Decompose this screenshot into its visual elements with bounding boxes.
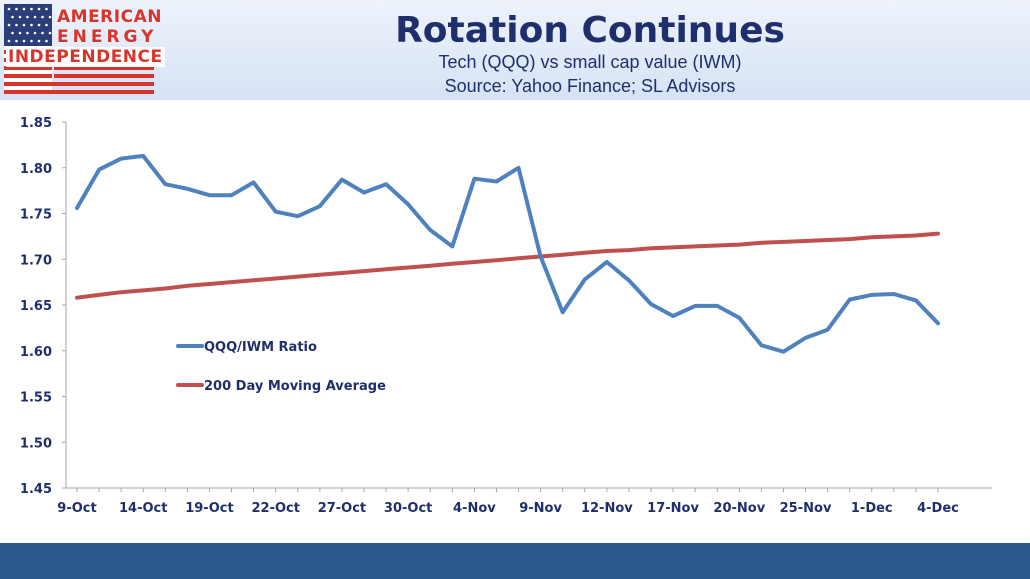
series-line-200-day-moving-average xyxy=(75,231,940,300)
series-line-qqq-iwm-ratio xyxy=(75,153,940,354)
x-tick-label: 12-Nov xyxy=(581,501,633,516)
x-tick-label: 14-Oct xyxy=(119,501,167,516)
x-tick-label: 19-Oct xyxy=(185,501,233,516)
x-axis-ticks: 9-Oct 14-Oct 19-Oct 22-Oct 27-Oct 30-Oct 4-Nov… xyxy=(57,488,959,516)
logo-line-independence: INDEPENDENCE xyxy=(6,47,165,67)
chart-series xyxy=(75,153,940,354)
logo: AMERICAN ENERGY INDEPENDENCE xyxy=(4,4,165,96)
chart-legend: QQQ/IWM Ratio 200 Day Moving Average xyxy=(176,340,386,394)
x-tick-label: 25-Nov xyxy=(780,501,832,516)
x-tick-label: 4-Dec xyxy=(917,501,959,516)
x-tick-label: 4-Nov xyxy=(453,501,496,516)
x-tick-label: 1-Dec xyxy=(851,501,893,516)
y-tick-label: 1.65 xyxy=(20,299,52,314)
legend-label: 200 Day Moving Average xyxy=(204,379,386,394)
y-axis-ticks: 1.85 1.80 1.75 1.70 1.65 1.60 1.55 1.50 1.45 xyxy=(20,116,66,497)
y-tick-label: 1.75 xyxy=(20,208,52,223)
line-chart: 1.85 1.80 1.75 1.70 1.65 1.60 1.55 1.50 1.45 9-O… xyxy=(20,116,992,516)
x-tick-label: 17-Nov xyxy=(647,501,699,516)
y-tick-label: 1.85 xyxy=(20,116,52,131)
y-tick-label: 1.50 xyxy=(20,436,52,451)
header-band xyxy=(0,0,1030,100)
page-title: Rotation Continues xyxy=(395,10,785,51)
y-tick-label: 1.70 xyxy=(20,253,52,268)
y-tick-label: 1.60 xyxy=(20,345,52,360)
legend-label: QQQ/IWM Ratio xyxy=(204,340,317,355)
x-tick-label: 9-Nov xyxy=(519,501,562,516)
logo-stripes xyxy=(4,66,154,94)
x-tick-label: 30-Oct xyxy=(384,501,432,516)
x-tick-label: 20-Nov xyxy=(713,501,765,516)
chart-source: Source: Yahoo Finance; SL Advisors xyxy=(444,76,736,96)
x-tick-label: 27-Oct xyxy=(318,501,366,516)
logo-line-american: AMERICAN xyxy=(57,7,162,27)
y-tick-label: 1.45 xyxy=(20,482,52,497)
y-tick-label: 1.80 xyxy=(20,162,52,177)
footer-band xyxy=(0,543,1030,579)
x-tick-label: 9-Oct xyxy=(57,501,96,516)
logo-line-energy: ENERGY xyxy=(57,27,158,47)
y-tick-label: 1.55 xyxy=(20,391,52,406)
x-tick-label: 22-Oct xyxy=(251,501,299,516)
chart-subtitle: Tech (QQQ) vs small cap value (IWM) xyxy=(438,52,742,72)
chart-axes xyxy=(65,122,992,489)
